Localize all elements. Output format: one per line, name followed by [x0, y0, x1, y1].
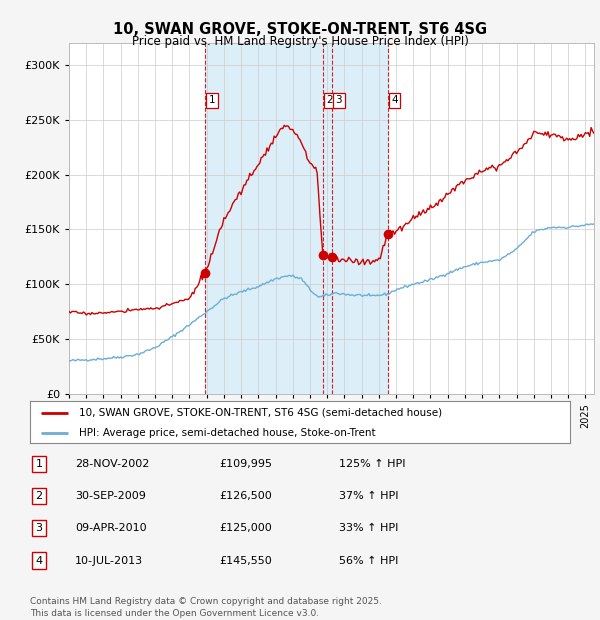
Text: £109,995: £109,995: [219, 459, 272, 469]
Text: 4: 4: [391, 95, 398, 105]
Text: 37% ↑ HPI: 37% ↑ HPI: [339, 491, 398, 501]
Text: Contains HM Land Registry data © Crown copyright and database right 2025.
This d: Contains HM Land Registry data © Crown c…: [30, 596, 382, 618]
Text: 4: 4: [35, 556, 43, 565]
Text: £145,550: £145,550: [219, 556, 272, 565]
Text: £125,000: £125,000: [219, 523, 272, 533]
Text: 2: 2: [35, 491, 43, 501]
Bar: [205, 43, 388, 394]
Text: 3: 3: [335, 95, 342, 105]
Text: 28-NOV-2002: 28-NOV-2002: [75, 459, 149, 469]
Text: 10, SWAN GROVE, STOKE-ON-TRENT, ST6 4SG: 10, SWAN GROVE, STOKE-ON-TRENT, ST6 4SG: [113, 22, 487, 37]
Text: HPI: Average price, semi-detached house, Stoke-on-Trent: HPI: Average price, semi-detached house,…: [79, 428, 375, 438]
Text: 1: 1: [35, 459, 43, 469]
Text: 3: 3: [35, 523, 43, 533]
Text: Price paid vs. HM Land Registry's House Price Index (HPI): Price paid vs. HM Land Registry's House …: [131, 35, 469, 48]
Text: 56% ↑ HPI: 56% ↑ HPI: [339, 556, 398, 565]
Text: £126,500: £126,500: [219, 491, 272, 501]
Text: 33% ↑ HPI: 33% ↑ HPI: [339, 523, 398, 533]
Text: 1: 1: [209, 95, 215, 105]
Text: 10-JUL-2013: 10-JUL-2013: [75, 556, 143, 565]
Text: 09-APR-2010: 09-APR-2010: [75, 523, 146, 533]
Text: 10, SWAN GROVE, STOKE-ON-TRENT, ST6 4SG (semi-detached house): 10, SWAN GROVE, STOKE-ON-TRENT, ST6 4SG …: [79, 408, 442, 418]
Text: 125% ↑ HPI: 125% ↑ HPI: [339, 459, 406, 469]
Text: 30-SEP-2009: 30-SEP-2009: [75, 491, 146, 501]
Text: 2: 2: [326, 95, 333, 105]
